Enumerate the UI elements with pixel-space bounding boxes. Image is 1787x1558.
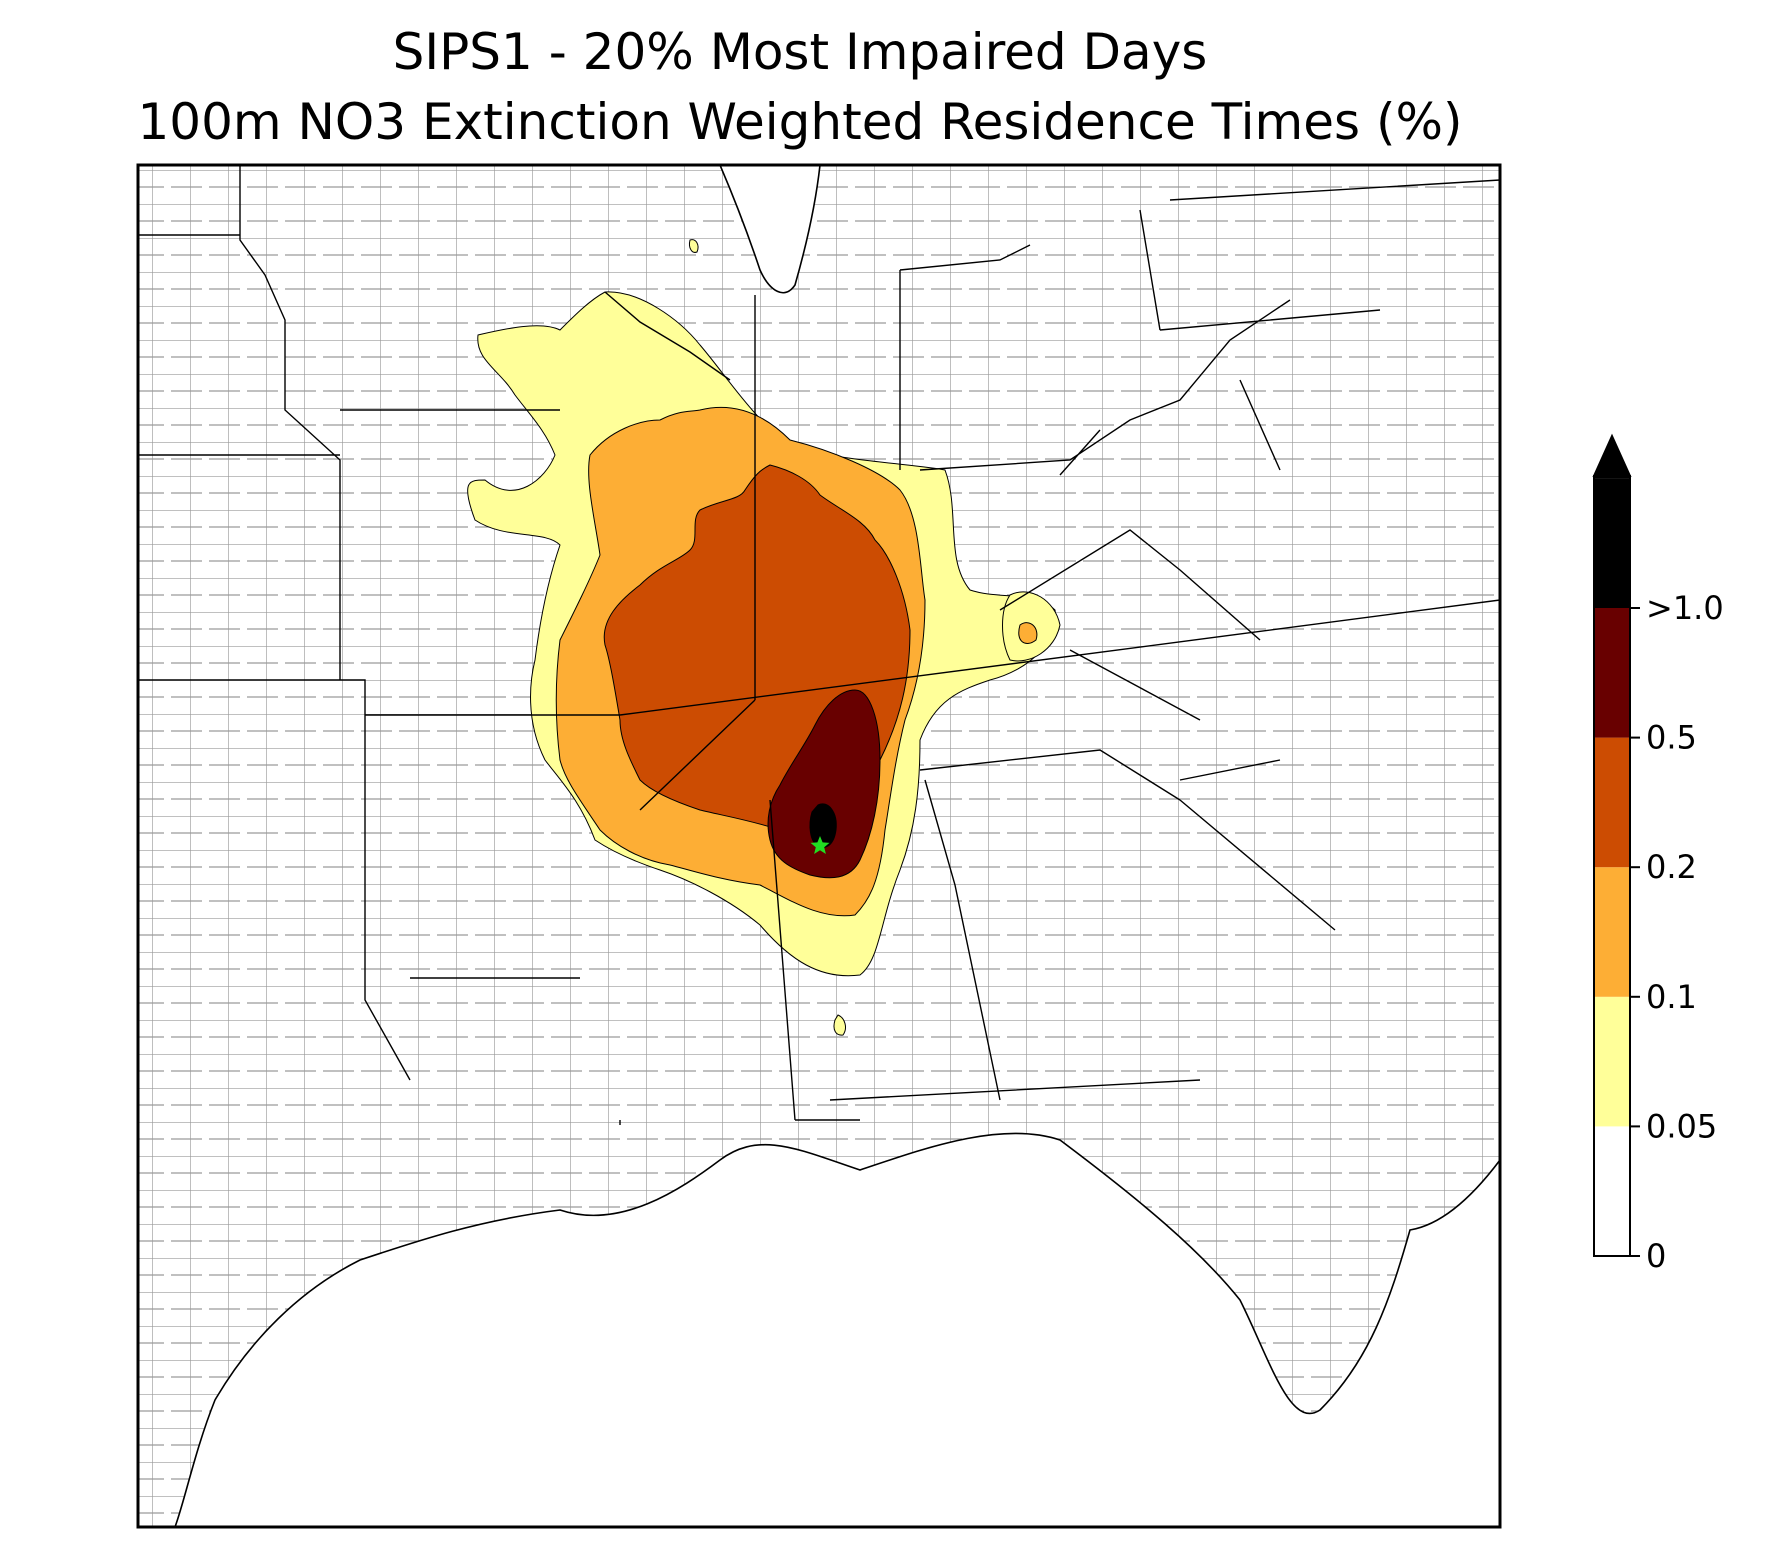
colorbar-tick-label: 0.05 bbox=[1646, 1107, 1717, 1145]
contour-0.5 bbox=[767, 689, 881, 879]
colorbar-tick-label: 0.5 bbox=[1646, 719, 1697, 757]
colorbar-band-top bbox=[1594, 476, 1630, 479]
state-boundaries bbox=[138, 165, 1500, 1125]
contour-1.0 bbox=[809, 803, 837, 848]
colorbar: 0 0.05 0.1 0.2 0.5 >1.0 bbox=[1592, 433, 1724, 1275]
map-area bbox=[138, 165, 1500, 1527]
colorbar-band-1 bbox=[1594, 996, 1630, 1127]
lake-michigan bbox=[719, 165, 821, 294]
colorbar-band-2 bbox=[1594, 867, 1630, 997]
map-frame bbox=[136, 163, 1502, 1529]
colorbar-outline bbox=[1593, 475, 1631, 1257]
colorbar-tick-label: 0.2 bbox=[1646, 848, 1697, 886]
colorbar-band-0 bbox=[1594, 1126, 1630, 1256]
contour-0.05-small-south bbox=[833, 1014, 846, 1036]
colorbar-tick-label: 0.1 bbox=[1646, 978, 1697, 1016]
colorbar-tick-label: >1.0 bbox=[1646, 589, 1724, 627]
map-title-line2: 100m NO3 Extinction Weighted Residence T… bbox=[137, 93, 1463, 151]
contour-0.05-small-north bbox=[689, 239, 699, 253]
contour-0.1-east-blob bbox=[1018, 622, 1038, 644]
colorbar-tick-label: 0 bbox=[1646, 1237, 1666, 1275]
colorbar-band-4 bbox=[1594, 608, 1630, 738]
colorbar-band-5 bbox=[1594, 478, 1630, 608]
map-title-line1: SIPS1 - 20% Most Impaired Days bbox=[392, 23, 1208, 81]
colorbar-extend-arrow bbox=[1592, 433, 1632, 477]
colorbar-band-3 bbox=[1594, 737, 1630, 868]
receptor-star-marker bbox=[810, 836, 830, 854]
